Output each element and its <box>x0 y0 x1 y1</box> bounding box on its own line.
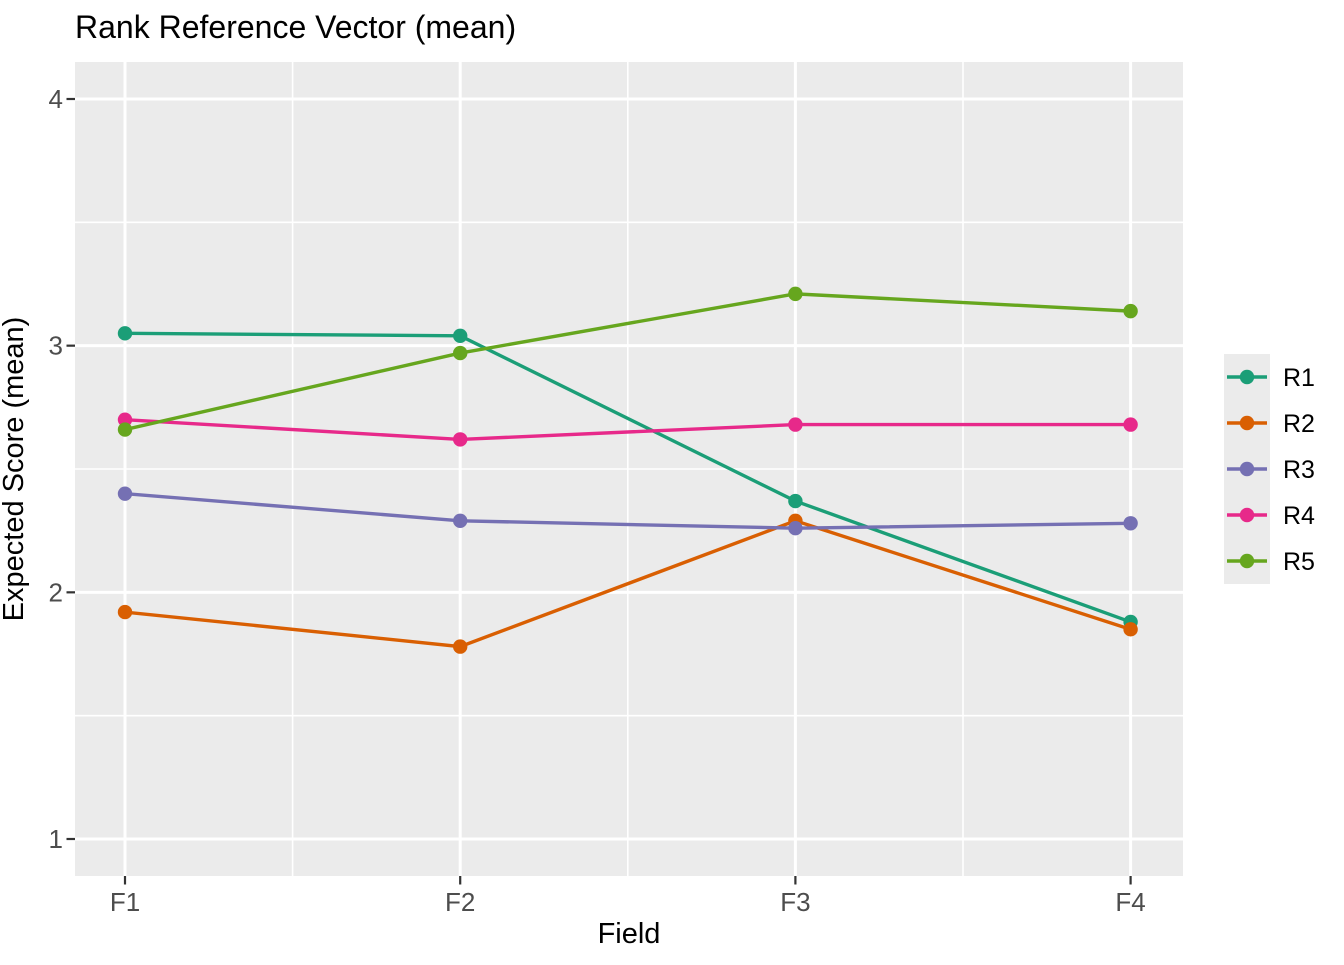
data-point-R5-F1 <box>117 422 133 437</box>
series-line-R3 <box>124 491 1131 530</box>
x-axis-title: Field <box>598 918 661 950</box>
data-point-R2-F4 <box>1123 622 1138 637</box>
data-point-R2-F1 <box>117 604 133 620</box>
series-line-R5 <box>124 292 1131 432</box>
y-tick-label: 4 <box>49 84 63 114</box>
x-tick-label: F2 <box>445 887 475 917</box>
y-tick-label: 2 <box>49 577 63 607</box>
data-point-R3-F2 <box>453 513 468 528</box>
data-point-R5-F4 <box>1123 303 1138 319</box>
data-point-R4-F1 <box>117 412 133 427</box>
minor-gridlines <box>75 62 1183 876</box>
x-tick-label: F3 <box>780 887 810 917</box>
legend-label-R2: R2 <box>1283 410 1315 438</box>
y-tick-labels: 1 2 3 4 <box>49 84 63 854</box>
data-point-R3-F4 <box>1123 516 1138 531</box>
x-tick-labels: F1 F2 F3 F4 <box>110 887 1146 917</box>
legend-label-R3: R3 <box>1283 456 1315 484</box>
legend: R1 R2 R3 R4 R5 <box>1224 354 1315 584</box>
x-tick-label: F4 <box>1115 887 1145 917</box>
axis-tick-marks <box>66 97 1132 885</box>
series-line-R1 <box>124 331 1132 624</box>
data-point-R1-F3 <box>788 493 803 509</box>
x-tick-label: F1 <box>110 887 140 917</box>
data-point-R4-F4 <box>1123 417 1138 432</box>
y-axis-title: Expected Score (mean) <box>0 317 30 622</box>
legend-key-point-R2 <box>1239 415 1255 431</box>
y-tick-label: 1 <box>49 824 63 854</box>
data-point-R1-F1 <box>117 326 133 341</box>
chart-title: Rank Reference Vector (mean) <box>75 9 516 45</box>
legend-label-R1: R1 <box>1283 364 1315 392</box>
data-point-R5-F3 <box>788 286 803 302</box>
legend-key-point-R4 <box>1239 507 1255 523</box>
data-point-R3-F3 <box>788 521 803 536</box>
data-point-R4-F3 <box>788 417 803 432</box>
major-gridlines <box>75 62 1183 876</box>
series-line-R2 <box>124 518 1132 649</box>
legend-key-point-R5 <box>1239 553 1255 569</box>
data-point-R3-F1 <box>117 486 133 501</box>
data-point-R1-F2 <box>453 328 468 343</box>
legend-label-R4: R4 <box>1283 502 1315 530</box>
data-point-R5-F2 <box>453 345 468 361</box>
legend-key-point-R1 <box>1239 369 1255 385</box>
data-point-R2-F2 <box>453 639 468 654</box>
y-tick-label: 3 <box>49 331 63 361</box>
series-line-R4 <box>124 417 1131 442</box>
series-layer <box>117 286 1138 654</box>
legend-key-point-R3 <box>1239 461 1255 477</box>
legend-label-R5: R5 <box>1283 548 1315 576</box>
data-point-R4-F2 <box>453 432 468 447</box>
